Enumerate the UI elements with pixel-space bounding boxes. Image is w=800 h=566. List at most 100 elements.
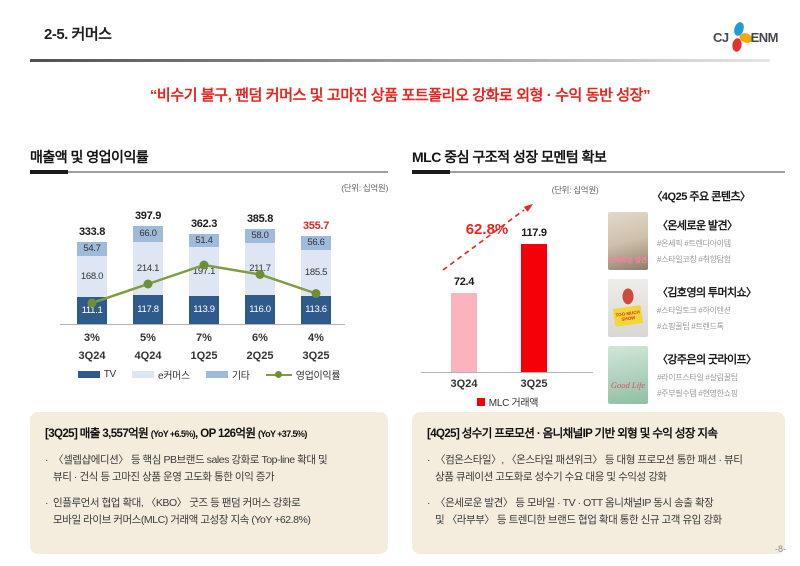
- bullet-item: · 인플루언서 협업 확대, 〈KBO〉 굿즈 등 팬덤 커머스 강화로 모바일 …: [45, 495, 373, 529]
- margin-pct-label: 5%: [140, 332, 156, 344]
- legend-item-TV: TV: [77, 369, 116, 380]
- mlc-bar: [451, 293, 477, 372]
- mlc-title-rule-accent: [412, 170, 450, 174]
- bullet-text: 인플루언서 협업 확대, 〈KBO〉 굿즈 등 팬덤 커머스 강화로 모바일 라…: [53, 497, 311, 526]
- thumbnail-overlay-text: 온세로운 발견: [609, 257, 647, 264]
- title-segment: , OP 126억원: [195, 428, 258, 440]
- content-title: 〈강주은의 굿라이프〉: [657, 354, 757, 366]
- content-text: 〈강주은의 굿라이프〉 #라이프스타일 #살림꿀팁 #주부필수템 #현명한쇼핑: [657, 346, 757, 404]
- bar-segment-e커머스: 185.5: [301, 250, 331, 296]
- bar-total-label: 355.7: [302, 220, 330, 232]
- legend-swatch-icon: [77, 371, 100, 378]
- legend-swatch-icon: [205, 371, 228, 378]
- revenue-chart: 111.1 168.0 54.7 333.8 3% 3Q24 117.8 214.1 66.0 3…: [30, 190, 388, 390]
- growth-rate-label: 62.8%: [465, 221, 509, 238]
- page-number: -8-: [775, 544, 786, 554]
- margin-pct-label: 3%: [84, 332, 100, 344]
- logo-enm-text: ENM: [750, 29, 779, 45]
- bar-segment-TV: 117.8: [133, 295, 163, 324]
- bar-segment-TV: 113.6: [301, 296, 331, 324]
- header-divider: [30, 59, 770, 62]
- bar-total-label: 333.8: [78, 226, 106, 238]
- mlc-title-rule: [412, 171, 785, 173]
- bullet-item: · 〈컴온스타일〉, 〈온스타일 패션위크〉 등 대형 프로모션 통한 패션 · …: [427, 452, 770, 486]
- mlc-bar-value: 72.4: [453, 276, 475, 288]
- content-item: TOO MUCH SHOW 〈김호영의 투머치쇼〉 #스타일토크 #하이텐션 #쇼핑꿀…: [608, 279, 798, 337]
- box-bullets-4q25: · 〈컴온스타일〉, 〈온스타일 패션위크〉 등 대형 프로모션 통한 패션 · …: [427, 452, 770, 529]
- summary-box-3q25: [3Q25] 매출 3,557억원 (YoY +6.5%), OP 126억원 …: [30, 412, 388, 554]
- legend-swatch-icon: [131, 371, 154, 378]
- legend-label: TV: [103, 369, 116, 380]
- box-title-4q25: [4Q25] 성수기 프로모션 · 옴니채널IP 기반 외형 및 수익 성장 지…: [427, 425, 770, 441]
- bar-total-label: 385.8: [246, 213, 274, 225]
- legend-item-line: 영업이익률: [265, 367, 341, 382]
- legend-item-e커머스: e커머스: [131, 367, 190, 382]
- bar-segment-e커머스: 211.7: [245, 243, 275, 295]
- margin-pct-label: 4%: [308, 332, 324, 344]
- bar-segment-TV: 113.9: [189, 296, 219, 324]
- contents-list: 온세로운 발견 〈온세로운 발견〉 #온세픽 #트렌디아이템 #스타일코칭 #취향탐험…: [608, 212, 798, 404]
- content-hashtags: #스타일토크 #하이텐션: [657, 306, 731, 315]
- bar-total-label: 397.9: [134, 210, 162, 222]
- bullet-dot: ·: [427, 454, 431, 466]
- mlc-bar-value: 117.9: [521, 227, 547, 239]
- mlc-chart: 72.4 3Q24 117.9 3Q25 62.8% MLC 거래액: [413, 200, 603, 415]
- content-hashtags: #쇼핑꿀팁 #트렌드톡: [657, 322, 724, 331]
- content-hashtags: #라이프스타일 #살림꿀팁: [657, 373, 738, 382]
- bar-total-label: 362.3: [190, 218, 218, 230]
- bar-segment-기타: 56.6: [301, 236, 331, 250]
- category-label: 1Q25: [190, 350, 218, 362]
- contents-header: 〈4Q25 주요 콘텐츠〉: [651, 191, 751, 203]
- title-segment: [3Q25] 매출 3,557억원: [45, 428, 151, 440]
- bar-segment-TV: 111.1: [77, 297, 107, 324]
- legend-item-mlc: MLC 거래액: [476, 394, 539, 409]
- legend-label: 기타: [231, 371, 250, 382]
- mlc-chart-legend: MLC 거래액: [366, 394, 649, 409]
- content-title: 〈온세로운 발견〉: [657, 220, 738, 232]
- bar-segment-TV: 116.0: [245, 295, 275, 324]
- content-thumbnail-image: TOO MUCH SHOW: [608, 279, 648, 337]
- box-title-3q25: [3Q25] 매출 3,557억원 (YoY +6.5%), OP 126억원 …: [45, 425, 373, 441]
- bullet-dot: ·: [45, 497, 49, 509]
- content-title: 〈김호영의 투머치쇼〉: [657, 287, 757, 299]
- revenue-chart-title: 매출액 및 영업이익률: [30, 149, 149, 165]
- bar-segment-기타: 66.0: [133, 226, 163, 242]
- revenue-title-rule-accent: [30, 170, 68, 174]
- bullet-item: · 〈은세로운 발견〉 등 모바일 · TV · OTT 옴니채널IP 동시 송출…: [427, 495, 770, 529]
- revenue-title-rule: [30, 171, 388, 173]
- bar-segment-기타: 54.7: [77, 242, 107, 256]
- category-label: 2Q25: [246, 350, 274, 362]
- summary-box-4q25: [4Q25] 성수기 프로모션 · 옴니채널IP 기반 외형 및 수익 성장 지…: [412, 412, 785, 554]
- box-bullets-3q25: · 〈셀렙샵에디션〉 등 핵심 PB브랜드 sales 강화로 Top-line …: [45, 452, 373, 529]
- bullet-text: 〈은세로운 발견〉 등 모바일 · TV · OTT 옴니채널IP 동시 송출 …: [435, 497, 722, 526]
- content-hashtags: #주부필수템 #현명한쇼핑: [657, 389, 738, 398]
- title-segment: [4Q25] 성수기 프로모션 · 옴니채널IP 기반 외형 및 수익 성장 지…: [427, 428, 718, 440]
- legend-line-icon: [265, 371, 292, 379]
- content-hashtags: #스타일코칭 #취향탐험: [657, 255, 731, 264]
- page-section-title: 2-5. 커머스: [44, 26, 112, 43]
- legend-line-dot: [274, 371, 282, 378]
- bullet-text: 〈컴온스타일〉, 〈온스타일 패션위크〉 등 대형 프로모션 통한 패션 · 뷰…: [435, 454, 743, 483]
- cj-petals-icon: [731, 22, 753, 52]
- legend-label: MLC 거래액: [488, 398, 539, 409]
- thumbnail-overlay-text: TOO MUCH SHOW: [612, 305, 644, 327]
- legend-square-icon: [476, 397, 485, 406]
- content-item: 온세로운 발견 〈온세로운 발견〉 #온세픽 #트렌디아이템 #스타일코칭 #취향탐험: [608, 212, 798, 270]
- title-segment: (YoY +6.5%): [150, 429, 196, 439]
- category-label: 3Q25: [520, 378, 548, 390]
- bar-segment-기타: 51.4: [189, 234, 219, 247]
- thumbnail-overlay-text: Good Life: [610, 380, 646, 390]
- legend-label: 영업이익률: [295, 371, 341, 382]
- bullet-text: 〈셀렙샵에디션〉 등 핵심 PB브랜드 sales 강화로 Top-line 확…: [53, 454, 328, 483]
- cj-enm-logo: CJ ENM: [713, 20, 779, 54]
- mlc-chart-title: MLC 중심 구조적 성장 모멘텀 확보: [412, 149, 607, 165]
- legend-label: e커머스: [157, 371, 190, 382]
- category-label: 4Q24: [134, 350, 162, 362]
- bullet-dot: ·: [45, 454, 49, 466]
- bar-segment-e커머스: 197.1: [189, 247, 219, 296]
- content-thumbnail-image: Good Life: [608, 346, 648, 404]
- revenue-chart-legend: TV e커머스 기타 영업이익률: [30, 367, 388, 382]
- margin-pct-label: 6%: [252, 332, 268, 344]
- content-text: 〈온세로운 발견〉 #온세픽 #트렌디아이템 #스타일코칭 #취향탐험: [657, 212, 738, 270]
